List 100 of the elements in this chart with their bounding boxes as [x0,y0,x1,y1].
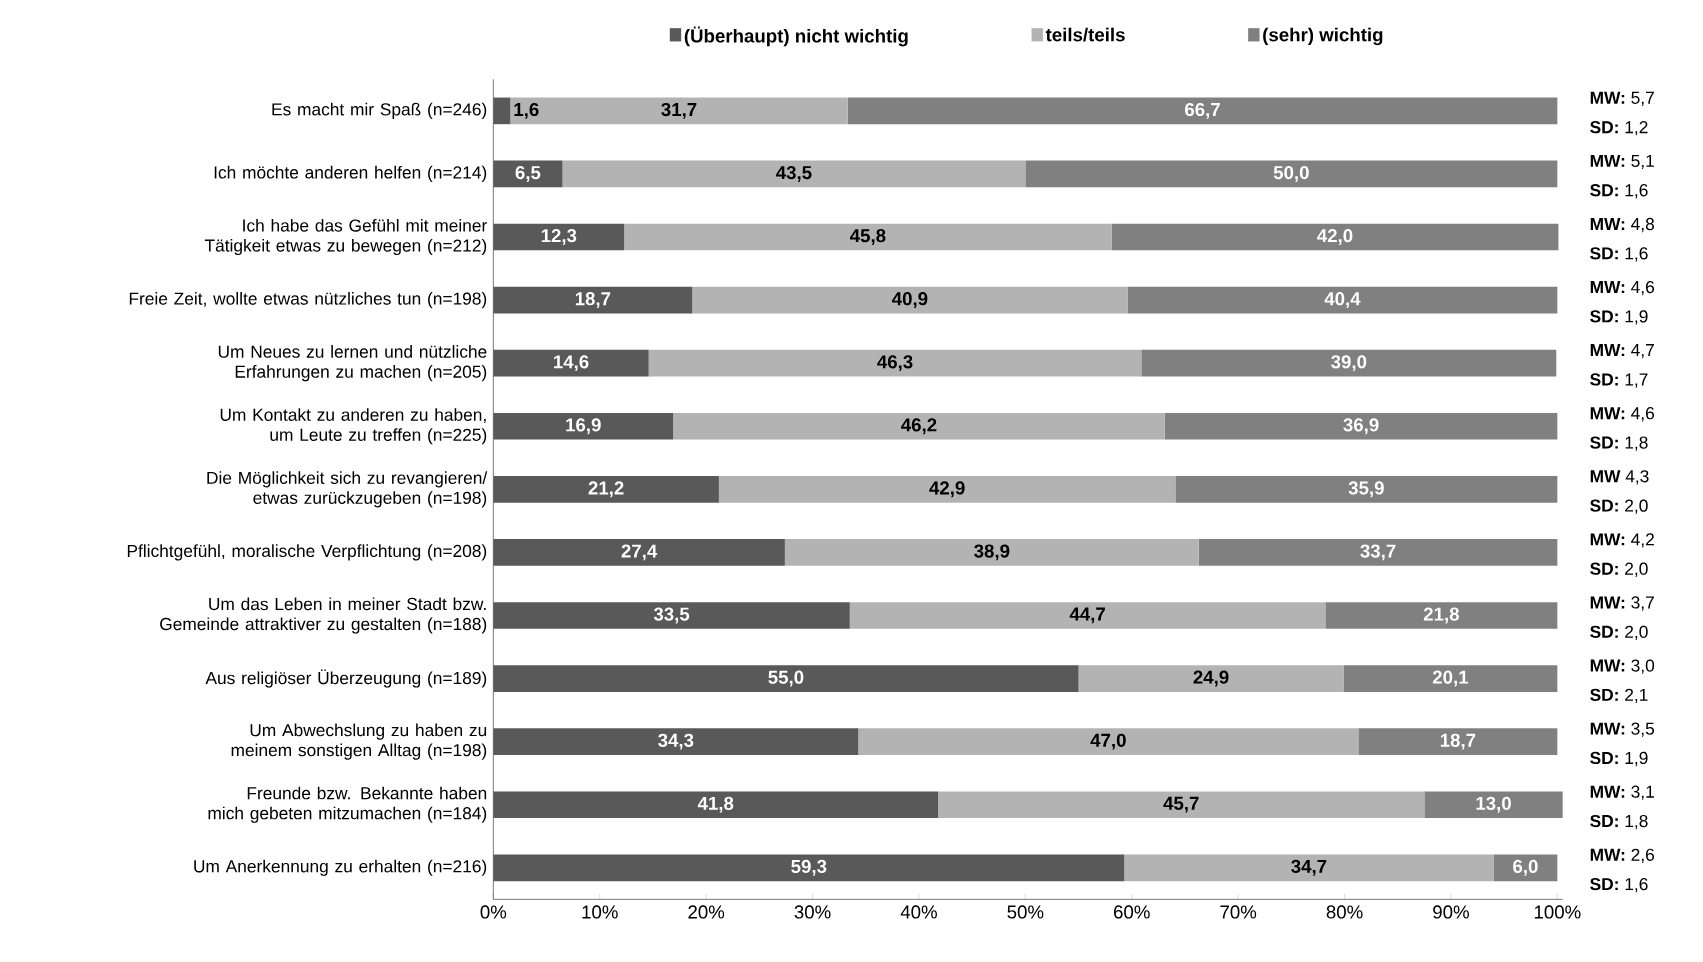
bar [510,97,848,125]
y-tick-label: Freunde bzw. Bekannte haben mich gebeten mitzumachen (n=184) [208,786,487,823]
x-tick-label: 40% [900,905,937,919]
data-label: 44,7 [1069,607,1105,624]
y-tick-label: Um Abwechslung zu haben zu meinem sonstigen Alltag (n=198) [231,723,487,760]
text: MW: 2,6 [1590,848,1655,863]
text: MW: 4,7 [1590,344,1654,359]
bar [493,286,693,314]
y-tick-label: Um Kontakt zu anderen zu haben, um Leute zu treffen (n=225) [220,408,487,445]
y-tick-label: Aus religiöser Überzeugung (n=189) [205,669,487,688]
x-tick-label: 100% [1534,905,1581,919]
text: MW: 4,6 [1590,407,1655,422]
text: SD: 1,6 [1590,184,1648,199]
data-label: 46,3 [877,355,913,372]
bar [493,728,859,755]
data-label: 41,8 [697,796,734,813]
bar [1325,602,1558,629]
data-label: 14,6 [554,355,589,372]
legend-label: teils/teils [1045,27,1125,42]
x-tick-label: 30% [794,905,831,919]
data-label: 31,7 [661,102,697,119]
text: SD: 2,0 [1590,562,1648,577]
data-label: 42,9 [929,481,965,498]
y-tick-label: Ich habe das Gefühl mit meiner Tätigkeit etwas zu bewegen (n=212) [204,218,487,256]
bar [493,223,625,251]
y-tick-label: Freie Zeit, wollte etwas nützliches tun (n=198) [129,292,487,309]
data-label: 46,2 [901,418,937,435]
bar [648,349,1142,377]
data-label: 33,7 [1360,544,1396,561]
data-label: 36,9 [1343,418,1379,435]
data-label: 24,9 [1193,670,1229,687]
y-tick-label: Pflichtgefühl, moralische Verpflichtung (n=208) [127,544,487,561]
data-label: 45,7 [1163,796,1199,813]
text: SD: 1,8 [1590,436,1648,451]
text: SD: 1,7 [1590,373,1648,388]
data-label: 40,9 [892,292,928,309]
bar [562,160,1026,188]
data-label: 13,0 [1476,796,1511,813]
text: MW: 4,6 [1590,280,1655,296]
text: SD: 1,6 [1590,247,1648,262]
y-tick-label: Um Neues zu lernen und nützliche Erfahrungen zu machen (n=205) [218,345,487,382]
bar [1025,160,1558,188]
text: MW: 3,1 [1590,785,1654,800]
text: MW: 3,7 [1590,596,1654,611]
bar [1175,476,1558,503]
bar [493,854,1125,882]
data-label: 66,7 [1185,102,1220,119]
y-tick-label: Die Möglichkeit sich zu revangieren/ etwas zurückzugeben (n=198) [207,471,488,508]
text: SD: 2,0 [1590,499,1648,514]
bar [493,476,719,503]
data-label: 33,5 [653,607,690,624]
y-tick-label: Um das Leben in meiner Stadt bzw. Gemeinde attraktiver zu gestalten (n=188) [160,597,487,634]
bar [493,97,511,125]
bar [493,791,939,819]
x-tick-label: 80% [1326,905,1363,919]
data-label: 45,8 [850,229,886,245]
x-tick-label: 20% [688,905,725,919]
x-tick-label: 50% [1007,905,1044,919]
data-label: 27,4 [621,544,658,561]
x-tick-label: 10% [582,905,618,919]
text: SD: 1,9 [1590,751,1648,767]
bar [673,412,1165,440]
legend-label: (sehr) wichtig [1263,27,1383,46]
bar [493,412,674,440]
data-label: 6,5 [515,165,541,182]
bar [1164,412,1558,440]
bar [493,539,785,566]
data-label: 47,0 [1090,733,1126,750]
bar [1493,854,1558,882]
text: SD: 1,9 [1590,310,1648,325]
data-label: 20,1 [1432,670,1469,687]
data-label: 38,9 [974,544,1010,561]
bar [938,791,1425,819]
bar [784,539,1199,566]
y-tick-label: Um Anerkennung zu erhalten (n=216) [194,859,487,876]
bar [1078,665,1344,692]
bar [1141,349,1557,377]
bar [1358,728,1558,755]
bar [1424,791,1563,819]
data-label: 59,3 [791,859,827,876]
x-tick-label: 0% [480,905,507,919]
bar [624,223,1112,251]
text: MW: 3,5 [1590,722,1655,737]
data-label: 43,5 [776,165,812,182]
data-label: 50,0 [1273,165,1309,182]
x-tick-label: 70% [1220,905,1257,919]
data-label: 21,2 [588,481,624,498]
bar [493,160,563,188]
data-label: 18,7 [575,292,611,309]
text: MW: 4,2 [1590,533,1654,548]
data-label: 55,0 [768,670,804,687]
text: SD: 1,6 [1590,877,1648,893]
data-label: 34,7 [1291,859,1327,876]
data-label: 40,4 [1324,292,1361,309]
x-tick-label: 90% [1433,905,1469,919]
data-label: 16,9 [566,418,601,435]
x-tick-label: 60% [1114,905,1150,919]
bar [1124,854,1494,882]
bar [1343,665,1558,692]
data-label: 42,0 [1317,229,1353,245]
